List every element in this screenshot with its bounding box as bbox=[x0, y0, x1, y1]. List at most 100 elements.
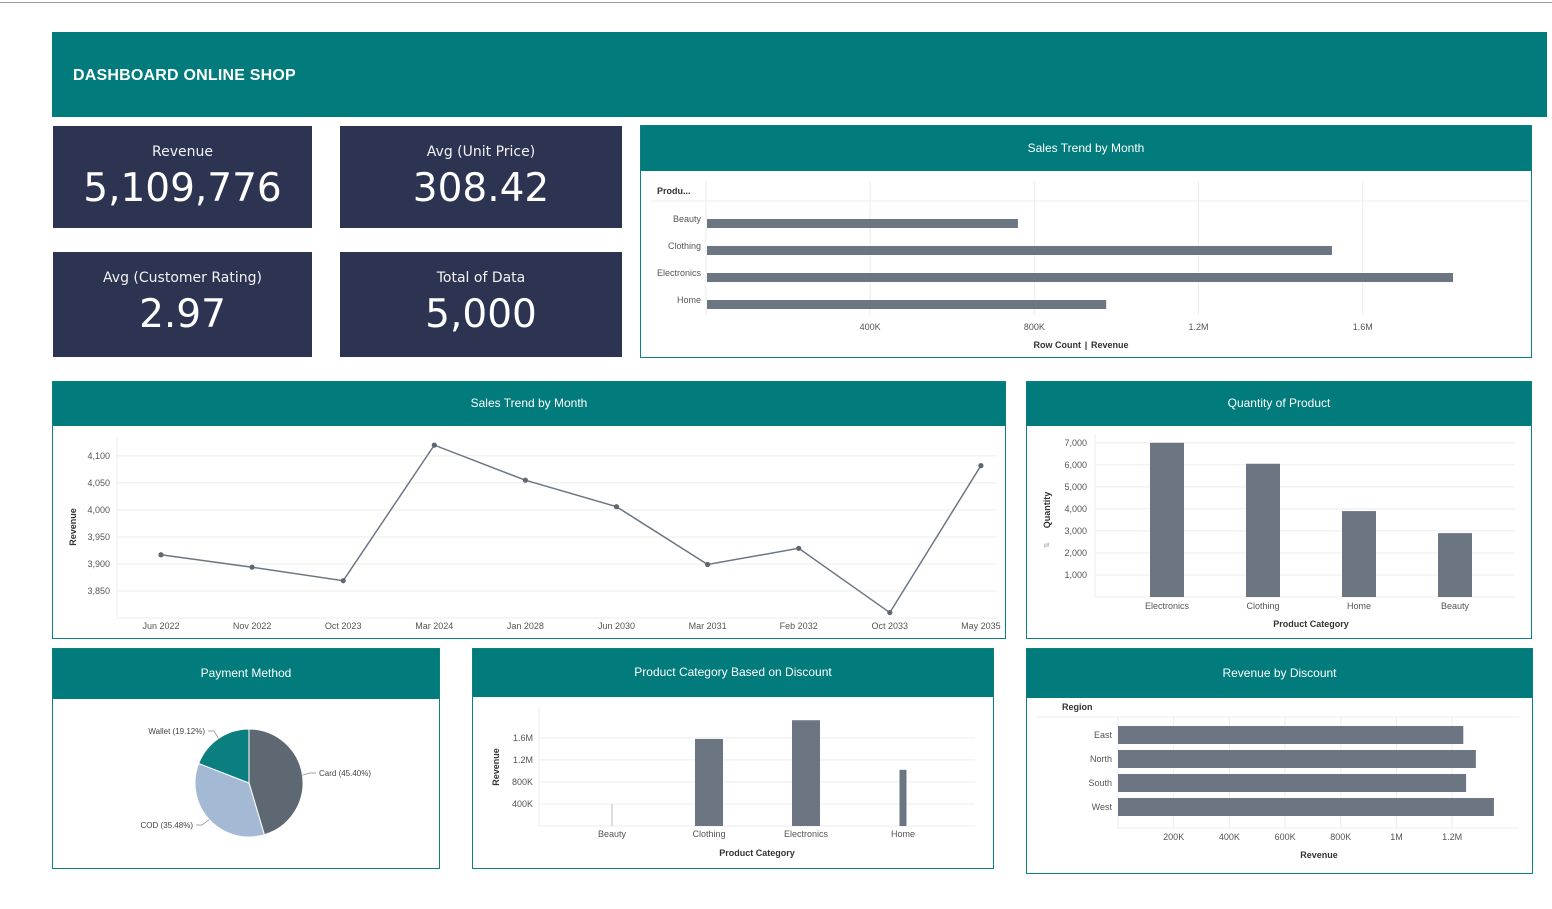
bar-north bbox=[1118, 750, 1476, 768]
panel-title: Sales Trend by Month bbox=[641, 126, 1531, 171]
pie-slice-1 bbox=[194, 762, 266, 838]
y-tick-label: West bbox=[1092, 802, 1113, 812]
pie-label: Wallet (19.12%) bbox=[148, 727, 205, 736]
dashboard-title: DASHBOARD ONLINE SHOP bbox=[73, 67, 296, 84]
dashboard-header: DASHBOARD ONLINE SHOP bbox=[52, 32, 1547, 117]
kpi-revenue: Revenue 5,109,776 bbox=[53, 126, 312, 228]
bar-south bbox=[1118, 774, 1467, 792]
x-tick-label: 400K bbox=[860, 322, 881, 332]
x-tick-label: Home bbox=[891, 829, 915, 839]
x-axis-label-separator: | bbox=[1085, 340, 1088, 350]
kpi-value: 308.42 bbox=[412, 166, 550, 211]
row-header: Region bbox=[1062, 702, 1093, 712]
payment-method-chart: Card (45.40%) COD (35.48%) Wallet (19.12%) bbox=[141, 727, 371, 838]
pie-label: COD (35.48%) bbox=[141, 821, 194, 830]
pie-label: Card (45.40%) bbox=[319, 769, 371, 778]
panel-monthly-trend: Sales Trend by Month 3,850 3,900 3,950 4,00… bbox=[52, 381, 1006, 639]
y-tick-label: 400K bbox=[512, 799, 533, 809]
bar-beauty bbox=[707, 219, 1018, 228]
y-tick-label: 4,000 bbox=[87, 505, 110, 515]
x-tick-label: May 2035 bbox=[961, 621, 1001, 631]
bar-home bbox=[1342, 511, 1376, 597]
revenue-by-region-chart: Region 200K 400K 600K 800K 1M 1.2M East North Sou… bbox=[1037, 702, 1519, 860]
x-tick-label: Electronics bbox=[784, 829, 829, 839]
x-tick-label: 800K bbox=[1330, 832, 1351, 842]
bar-beauty bbox=[1438, 533, 1472, 597]
y-tick-label: Home bbox=[677, 295, 701, 305]
y-tick-label: 5,000 bbox=[1064, 482, 1087, 492]
x-tick-label: 200K bbox=[1163, 832, 1184, 842]
bar-electronics bbox=[792, 720, 820, 826]
x-tick-label: Jun 2030 bbox=[598, 621, 635, 631]
panel-title: Quantity of Product bbox=[1027, 382, 1531, 426]
kpi-avg-unit-price: Avg (Unit Price) 308.42 bbox=[340, 126, 622, 228]
bar-east bbox=[1118, 726, 1464, 744]
x-tick-label: 1.2M bbox=[1442, 832, 1462, 842]
bar-clothing bbox=[695, 738, 723, 826]
bar-beauty bbox=[611, 803, 613, 826]
data-point-5 bbox=[613, 504, 620, 510]
pie-slice-0 bbox=[248, 728, 304, 836]
panel-title: Product Category Based on Discount bbox=[473, 649, 993, 697]
x-tick-label: Clothing bbox=[692, 829, 725, 839]
x-tick-label: Mar 2031 bbox=[689, 621, 727, 631]
y-axis-label: Revenue bbox=[491, 748, 501, 786]
y-axis-label: Revenue bbox=[68, 508, 78, 546]
y-tick-label: 7,000 bbox=[1064, 438, 1087, 448]
monthly-trend-chart: 3,850 3,900 3,950 4,000 4,050 4,100 Revenue Jun… bbox=[68, 437, 1001, 631]
y-tick-label: 1.6M bbox=[513, 733, 533, 743]
x-tick-label: Home bbox=[1347, 601, 1371, 611]
kpi-label: Avg (Unit Price) bbox=[426, 144, 536, 160]
y-tick-label: Electronics bbox=[657, 268, 702, 278]
y-tick-label: South bbox=[1088, 778, 1112, 788]
y-tick-label: 4,050 bbox=[87, 478, 110, 488]
x-tick-label: 1.2M bbox=[1189, 322, 1209, 332]
bar-clothing bbox=[1246, 463, 1280, 597]
y-tick-label: 2,000 bbox=[1064, 548, 1087, 558]
x-axis-label: Revenue bbox=[1300, 850, 1338, 860]
panel-category-revenue: Sales Trend by Month Produ... 400K 800K 1.2… bbox=[640, 125, 1532, 358]
data-point-8 bbox=[887, 609, 893, 616]
kpi-value: 2.97 bbox=[139, 292, 226, 337]
y-axis-label: Quantity bbox=[1042, 492, 1052, 529]
bar-home bbox=[899, 769, 907, 826]
bar-home bbox=[707, 300, 1107, 309]
kpi-total-of-data: Total of Data 5,000 bbox=[340, 252, 622, 357]
quantity-chart: 1,000 2,000 3,000 4,000 5,000 6,000 7,000 Quant… bbox=[1042, 434, 1515, 629]
y-tick-label: 1,000 bbox=[1064, 570, 1087, 580]
kpi-label: Total of Data bbox=[436, 270, 526, 286]
x-tick-label: Oct 2023 bbox=[325, 621, 362, 631]
pie-leader-line bbox=[302, 772, 316, 776]
kpi-value: 5,109,776 bbox=[83, 166, 282, 211]
data-point-4 bbox=[522, 477, 528, 483]
bar-electronics bbox=[1150, 442, 1184, 597]
x-axis-label-revenue: Revenue bbox=[1091, 340, 1129, 350]
panel-title: Sales Trend by Month bbox=[53, 382, 1005, 426]
y-tick-label: East bbox=[1094, 730, 1113, 740]
y-tick-label: 4,000 bbox=[1064, 504, 1087, 514]
row-header: Produ... bbox=[657, 186, 691, 196]
kpi-avg-customer-rating: Avg (Customer Rating) 2.97 bbox=[53, 252, 312, 357]
y-tick-label: 3,850 bbox=[87, 586, 110, 596]
y-tick-label: 3,950 bbox=[87, 532, 110, 542]
x-axis-label: Product Category bbox=[719, 848, 795, 858]
pie-leader-line bbox=[208, 730, 219, 739]
kpi-value: 5,000 bbox=[425, 292, 537, 337]
panel-title: Payment Method bbox=[53, 649, 439, 699]
y-tick-label: 3,000 bbox=[1064, 526, 1087, 536]
x-tick-label: 1.6M bbox=[1353, 322, 1373, 332]
x-tick-label: 1M bbox=[1390, 832, 1403, 842]
data-point-3 bbox=[431, 442, 437, 448]
sort-icon: ⇅ bbox=[1044, 542, 1051, 548]
x-axis-label-row-count: Row Count bbox=[1034, 340, 1082, 350]
top-divider bbox=[0, 2, 1552, 3]
x-tick-label: Feb 2032 bbox=[780, 621, 818, 631]
panel-payment-method: Payment Method Card (45.40%) COD (35.48%)… bbox=[52, 648, 440, 869]
y-tick-label: 800K bbox=[512, 777, 533, 787]
category-discount-chart: 400K 800K 1.2M 1.6M Revenue Beauty Clothing Ele… bbox=[491, 707, 975, 858]
pie-leader-line bbox=[196, 819, 210, 826]
panel-title: Revenue by Discount bbox=[1027, 649, 1532, 698]
x-tick-label: Jun 2022 bbox=[142, 621, 179, 631]
panel-quantity: Quantity of Product 1,000 2,000 3,000 4,000… bbox=[1026, 381, 1532, 639]
x-tick-label: 600K bbox=[1275, 832, 1296, 842]
